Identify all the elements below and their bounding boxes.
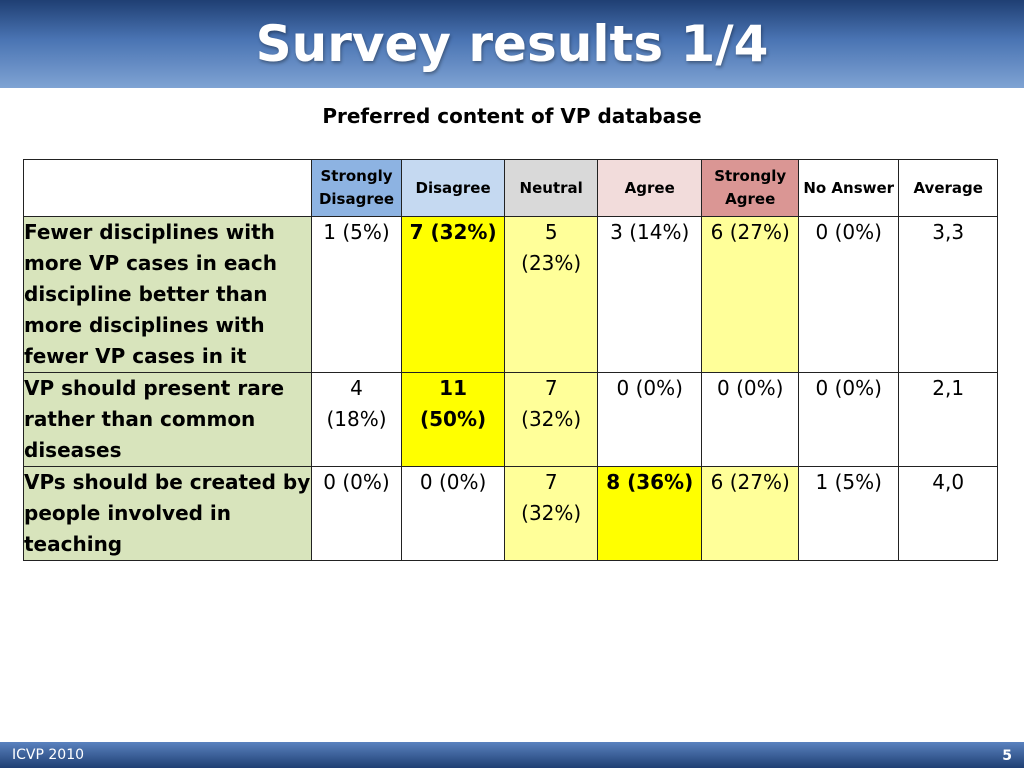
table-cell: 3 (14%) [597,216,703,373]
table-cell: 1 (5%) [311,216,402,373]
slide-title: Survey results 1/4 [255,15,769,73]
table-cell: 4 (18%) [311,372,402,467]
table-cell: 6 (27%) [701,216,800,373]
table-cell: 8 (36%) [597,466,703,561]
table-row: VPs should be created by people involved… [23,466,999,561]
table-row: VP should present rare rather than commo… [23,372,999,467]
header-strongly-agree: Strongly Agree [701,159,800,217]
table-cell: 5 (23%) [504,216,599,373]
table-cell: 0 (0%) [597,372,703,467]
table-caption: Preferred content of VP database [322,104,702,128]
survey-results-table: Strongly Disagree Disagree Neutral Agree… [23,159,999,561]
table-cell: 7 (32%) [504,466,599,561]
table-cell: 4,0 [898,466,999,561]
header-no-answer: No Answer [798,159,900,217]
footer-conference: ICVP 2010 [12,747,85,763]
table-cell: 7 (32%) [504,372,599,467]
table-cell: 2,1 [898,372,999,467]
table-cell: 3,3 [898,216,999,373]
footer-bar: ICVP 2010 5 [0,742,1024,768]
title-bar: Survey results 1/4 [0,0,1024,88]
table-cell: 7 (32%) [400,216,506,373]
table-cell: 0 (0%) [701,372,800,467]
header-neutral: Neutral [504,159,599,217]
header-strongly-disagree: Strongly Disagree [311,159,402,217]
header-agree: Agree [597,159,703,217]
table-cell: 0 (0%) [798,372,900,467]
header-row: Strongly Disagree Disagree Neutral Agree… [23,159,999,217]
row-label: VPs should be created by people involved… [23,466,312,561]
table-row: Fewer disciplines with more VP cases in … [23,216,999,373]
row-label: Fewer disciplines with more VP cases in … [23,216,312,373]
header-average: Average [898,159,999,217]
table-cell: 0 (0%) [311,466,402,561]
table-cell: 1 (5%) [798,466,900,561]
table-cell: 0 (0%) [400,466,506,561]
table-cell: 11 (50%) [400,372,506,467]
header-disagree: Disagree [400,159,506,217]
row-label: VP should present rare rather than commo… [23,372,312,467]
header-blank-cell [23,159,312,217]
table-cell: 0 (0%) [798,216,900,373]
table-cell: 6 (27%) [701,466,800,561]
slide-number: 5 [1002,748,1012,764]
